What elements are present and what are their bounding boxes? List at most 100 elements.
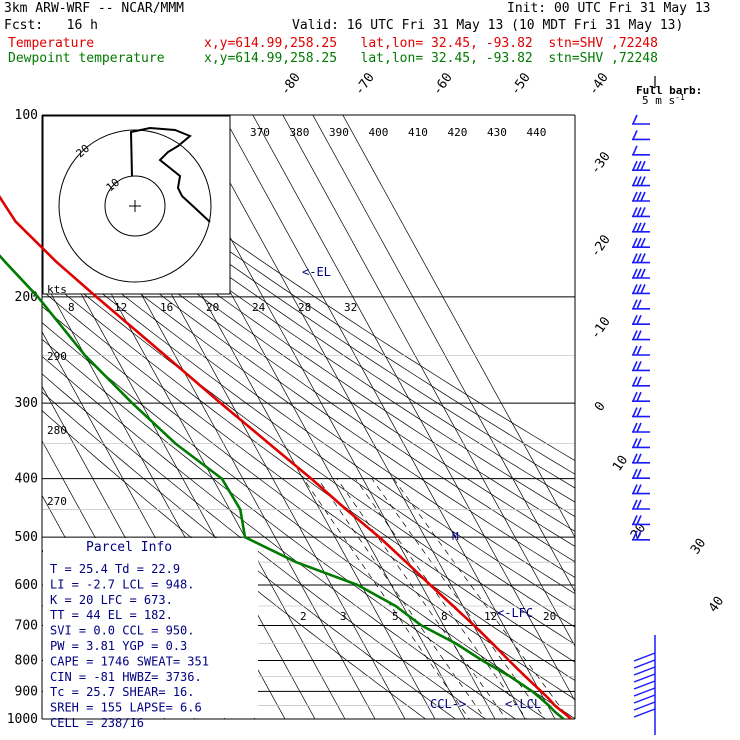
wind-barb-flag [636,237,642,248]
dry-adiabat-line [42,391,457,719]
wind-barb-staff [633,673,656,683]
speed-unit-label: kts [47,283,67,296]
parcel-marker: M [452,530,459,543]
dry-adiabat-line [42,125,575,489]
dry-adiabat-line [42,176,575,547]
theta-label: 400 [369,126,389,139]
theta-label: 430 [487,126,507,139]
wind-barb-flag [632,407,638,417]
wind-legend-value: 5 m s-1 [642,93,685,107]
mixing-ratio-line [393,478,570,719]
parcel-info-row: SVI = 0.0 CCL = 950. [50,624,195,638]
wind-barb-flag [632,499,638,510]
wind-barb-flag [640,237,646,248]
wind-barb-flag [640,191,646,202]
hodograph-trace [129,126,211,223]
mixing-ratio-line [317,478,486,719]
wind-barb-flag [632,284,638,294]
mixing-ratio-label: 2 [300,610,307,623]
wind-barb-flag [632,299,638,310]
parcel-info-row: T = 25.4 Td = 22.9 [50,562,180,576]
parcel-info-row: CIN = -81 HWBZ= 3736. [50,670,202,684]
hodograph-box [42,115,231,295]
temperature-legend: Temperature [8,36,95,51]
isotherm-label: 10 [610,453,631,474]
dry-adiabat-line [42,274,575,663]
lfc-marker: <-LFC [497,606,533,620]
isotherm-label: -60 [430,70,456,98]
speed-tick-label: 16 [160,301,173,314]
isotherm-label: 30 [688,536,709,557]
mixing-ratio-label: 12 [484,610,497,623]
isotherm-line [312,115,575,593]
wind-barb-flag [636,222,642,233]
wind-barb-flag [632,468,638,479]
mixing-ratio-label: 20 [543,610,556,623]
parcel-info-row: CELL = 238/16 [50,716,144,730]
forecast-hour: Fcst: 16 h [4,18,98,33]
theta-label: 380 [290,126,310,139]
wind-barb-flag [636,499,642,510]
wind-barb-flag [636,468,642,479]
init-time: Init: 00 UTC Fri 31 May 13 [507,1,711,16]
speed-tick-label: 12 [114,301,127,314]
isotherm-line [222,115,556,719]
wind-barb-flag [640,176,646,186]
dry-adiabat-line [42,163,575,532]
isotherm-line [282,115,575,647]
dry-adiabat-line [42,216,575,595]
dry-adiabat-line [57,115,575,462]
wind-barb-flag [632,145,638,156]
parcel-info-row: TT = 44 EL = 182. [50,608,173,622]
wind-barb-flag [636,438,642,448]
wind-barb-flag [640,207,646,217]
wind-barb-flag [632,253,638,263]
wind-barb-flag [636,253,642,263]
theta-label: 290 [47,350,67,363]
isotherm-label: -80 [278,70,304,98]
mixing-ratio-line [336,478,507,719]
pressure-tick-label: 500 [15,530,38,545]
el-marker: <-EL [302,265,331,279]
wind-barb-flag [632,453,638,464]
isotherm-label: -10 [588,314,614,342]
ccl-marker: CCL-> [430,697,466,711]
theta-label: 370 [250,126,270,139]
speed-tick-label: 28 [298,301,311,314]
dry-adiabat-line [42,115,575,475]
wind-barb-flag [636,361,642,371]
hodograph-ring-20 [58,129,212,283]
speed-tick-label: 32 [344,301,357,314]
isotherm-label: -40 [586,70,612,98]
wind-barb-flag [636,207,642,217]
wind-barb-flag [636,330,642,340]
pressure-tick-label: 100 [15,108,38,123]
parcel-info-row: K = 20 LFC = 673. [50,593,173,607]
dry-adiabat-line [42,305,575,700]
mixing-ratio-line [371,478,546,719]
wind-barb-flag [632,114,638,125]
parcel-info-row: CAPE = 1746 SWEAT= 351 [50,654,209,668]
wind-barb-flag [632,268,638,279]
dry-adiabat-line [42,138,575,503]
pressure-tick-label: 300 [15,396,38,411]
pressure-tick-label: 200 [15,290,38,305]
wind-barb-flag [636,422,642,433]
speed-tick-label: 24 [252,301,266,314]
wind-barb-flag [632,484,638,494]
mixing-ratio-label: 3 [340,610,347,623]
wind-barb-flag [632,176,638,186]
dry-adiabat-line [42,373,487,719]
lcl-marker: <-LCL [505,697,541,711]
dry-adiabat-line [42,189,575,563]
wind-barb-flag [636,314,642,325]
wind-barb-flag [636,299,642,310]
wind-barb-flag [636,376,642,387]
isotherm-label: 0 [592,399,609,414]
theta-label: 390 [329,126,349,139]
wind-legend-exponent: -1 [675,93,685,102]
wind-barb-flag [632,237,638,248]
wind-barb-staff [633,687,656,697]
wind-barb-flag [632,160,638,171]
